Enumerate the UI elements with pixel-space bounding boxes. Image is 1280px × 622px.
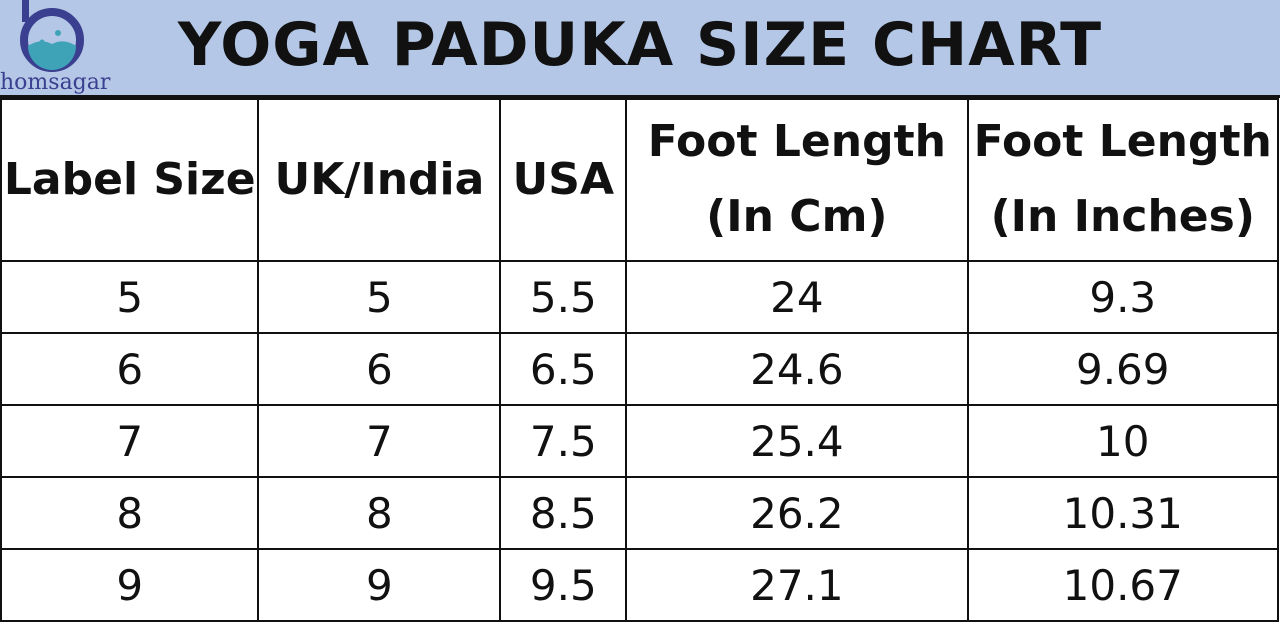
table-cell: 6 — [0, 332, 260, 406]
column-header: Foot Length (In Cm) — [625, 98, 969, 262]
logo-icon — [20, 0, 84, 72]
column-header-line: (In Inches) — [990, 191, 1255, 242]
page-title: YOGA PADUKA SIZE CHART — [177, 10, 1103, 80]
table-cell: 26.2 — [625, 476, 969, 550]
table-cell: 10.31 — [966, 476, 1279, 550]
table-cell: 5 — [0, 260, 260, 334]
table-cell: 7 — [257, 404, 502, 478]
column-header: USA — [499, 98, 628, 262]
table-row: 6 6 6.5 24.6 9.69 — [0, 332, 1279, 406]
table-cell: 9.3 — [966, 260, 1279, 334]
column-header: Label Size — [0, 98, 260, 262]
column-header-line: Label Size — [3, 153, 256, 205]
table-cell: 25.4 — [625, 404, 969, 478]
logo-text: homsagar — [0, 70, 111, 95]
table-cell: 6 — [257, 332, 502, 406]
column-header: UK/India — [257, 98, 502, 262]
table-cell: 9 — [0, 548, 260, 622]
column-header-line: (In Cm) — [706, 191, 888, 242]
table-cell: 8.5 — [499, 476, 628, 550]
table-cell: 6.5 — [499, 332, 628, 406]
table-cell: 9.5 — [499, 548, 628, 622]
table-cell: 9.69 — [966, 332, 1279, 406]
table-cell: 7.5 — [499, 404, 628, 478]
table-cell: 10 — [966, 404, 1279, 478]
table-cell: 9 — [257, 548, 502, 622]
table-row: 7 7 7.5 25.4 10 — [0, 404, 1279, 478]
table-cell: 8 — [0, 476, 260, 550]
table-cell: 5 — [257, 260, 502, 334]
table-cell: 24 — [625, 260, 969, 334]
column-header-line: UK/India — [274, 153, 485, 205]
column-header-line: USA — [512, 153, 615, 205]
table-row: 9 9 9.5 27.1 10.67 — [0, 548, 1279, 622]
title-band: homsagar YOGA PADUKA SIZE CHART — [0, 0, 1280, 98]
column-header: Foot Length (In Inches) — [966, 98, 1279, 262]
table-cell: 8 — [257, 476, 502, 550]
table-row: 5 5 5.5 24 9.3 — [0, 260, 1279, 334]
column-header-line: Foot Length — [973, 116, 1272, 168]
table-cell: 10.67 — [966, 548, 1279, 622]
table-cell: 5.5 — [499, 260, 628, 334]
table-cell: 7 — [0, 404, 260, 478]
table-cell: 24.6 — [625, 332, 969, 406]
header-row: Label Size UK/India USA Foot Length (In Cm) F… — [0, 98, 1279, 262]
homsagar-logo: homsagar — [0, 0, 115, 98]
table-row: 8 8 8.5 26.2 10.31 — [0, 476, 1279, 550]
table-cell: 27.1 — [625, 548, 969, 622]
column-header-line: Foot Length — [647, 116, 946, 168]
size-chart-table: Label Size UK/India USA Foot Length (In Cm) F… — [0, 98, 1279, 622]
